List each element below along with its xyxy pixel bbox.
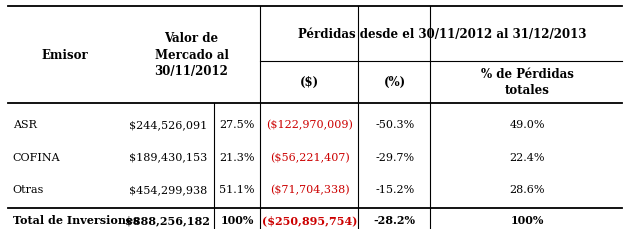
Text: Otras: Otras	[13, 184, 44, 194]
Text: 28.6%: 28.6%	[509, 184, 545, 194]
Text: Valor de
Mercado al
30/11/2012: Valor de Mercado al 30/11/2012	[154, 32, 229, 78]
Text: $454,299,938: $454,299,938	[129, 184, 207, 194]
Text: -29.7%: -29.7%	[375, 152, 415, 162]
Text: % de Pérdidas
totales: % de Pérdidas totales	[481, 68, 573, 97]
Text: 22.4%: 22.4%	[509, 152, 545, 162]
Text: -50.3%: -50.3%	[375, 120, 415, 130]
Text: COFINA: COFINA	[13, 152, 60, 162]
Text: $888,256,182: $888,256,182	[125, 214, 210, 225]
Text: 100%: 100%	[510, 214, 544, 225]
Text: Pérdidas desde el 30/11/2012 al 31/12/2013: Pérdidas desde el 30/11/2012 al 31/12/20…	[298, 28, 586, 41]
Text: 49.0%: 49.0%	[509, 120, 545, 130]
Text: Emisor: Emisor	[41, 49, 88, 61]
Text: ($122,970,009): ($122,970,009)	[266, 120, 353, 130]
Text: -15.2%: -15.2%	[375, 184, 415, 194]
Text: ($250,895,754): ($250,895,754)	[262, 214, 357, 225]
Text: 100%: 100%	[220, 214, 254, 225]
Text: 51.1%: 51.1%	[219, 184, 255, 194]
Text: ($): ($)	[300, 76, 319, 89]
Text: ($56,221,407): ($56,221,407)	[270, 152, 350, 162]
Text: $244,526,091: $244,526,091	[129, 120, 207, 130]
Text: $189,430,153: $189,430,153	[129, 152, 207, 162]
Text: Total de Inversiones: Total de Inversiones	[13, 214, 139, 225]
Text: 27.5%: 27.5%	[219, 120, 255, 130]
Text: -28.2%: -28.2%	[374, 214, 416, 225]
Text: (%): (%)	[384, 76, 406, 89]
Text: ASR: ASR	[13, 120, 37, 130]
Text: 21.3%: 21.3%	[219, 152, 255, 162]
Text: ($71,704,338): ($71,704,338)	[270, 184, 350, 194]
